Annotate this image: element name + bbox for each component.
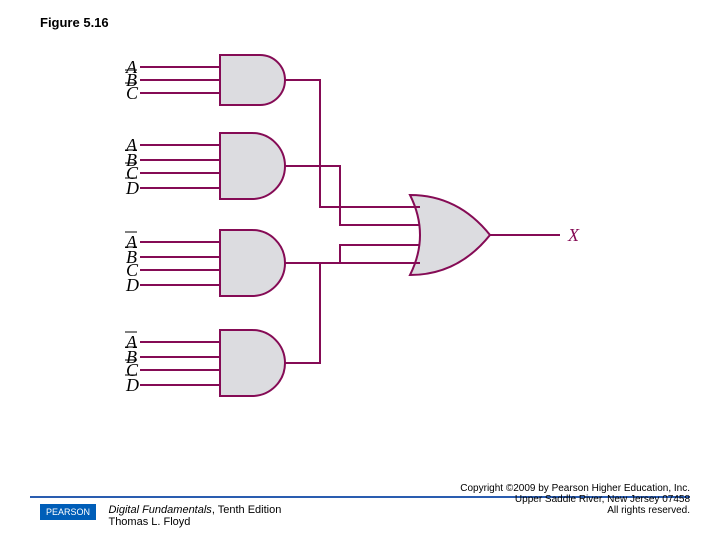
figure-title: Figure 5.16 xyxy=(40,15,109,30)
copyright-line-3: All rights reserved. xyxy=(607,505,690,516)
copyright: Copyright ©2009 by Pearson Higher Educat… xyxy=(460,483,690,516)
logic-diagram: ABCABCDABCDABCDX xyxy=(100,45,600,465)
svg-text:D: D xyxy=(125,275,139,295)
pearson-logo: PEARSON xyxy=(40,504,96,520)
footer: PEARSON Digital Fundamentals, Tenth Edit… xyxy=(0,496,720,528)
svg-text:X: X xyxy=(567,225,580,245)
copyright-line-1: Copyright ©2009 by Pearson Higher Educat… xyxy=(460,483,690,494)
author: Thomas L. Floyd xyxy=(108,516,190,528)
svg-text:C: C xyxy=(126,83,139,103)
book-edition: , Tenth Edition xyxy=(212,504,282,516)
book-info: Digital Fundamentals, Tenth Edition Thom… xyxy=(108,504,281,528)
book-title: Digital Fundamentals xyxy=(108,504,211,516)
svg-text:D: D xyxy=(125,178,139,198)
svg-text:D: D xyxy=(125,375,139,395)
copyright-line-2: Upper Saddle River, New Jersey 07458 xyxy=(515,494,690,505)
